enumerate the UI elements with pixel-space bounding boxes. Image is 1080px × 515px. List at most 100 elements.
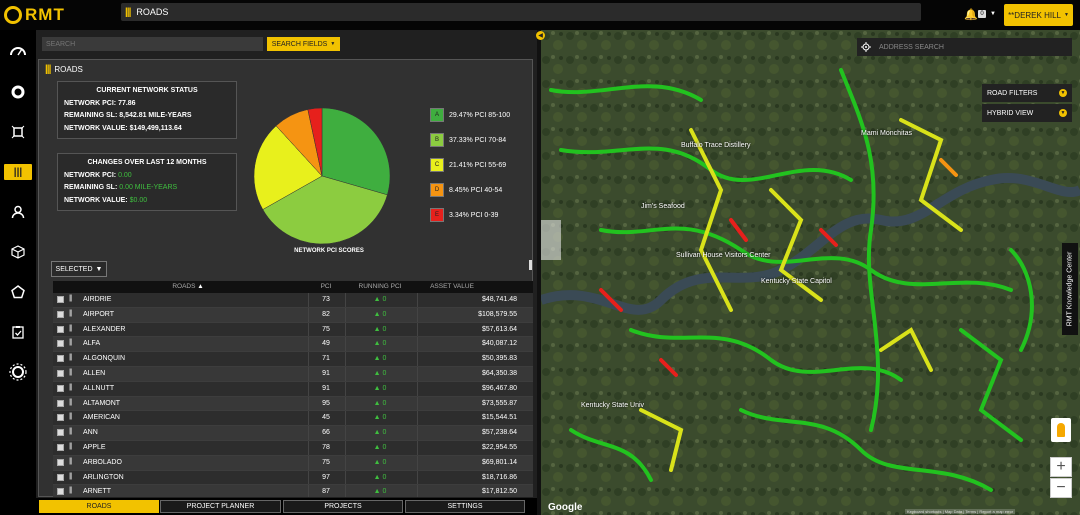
row-running-value: 0 <box>382 458 387 466</box>
dashboard-gauge-icon[interactable] <box>0 38 36 62</box>
knowledge-center-tab[interactable]: RMT Knowledge Center <box>1062 243 1078 335</box>
table-row[interactable]: ||| ARNETT 87 ▲ 0 $17,812.50 <box>53 485 533 497</box>
table-row[interactable]: ||| AMERICAN 45 ▲ 0 $15,544.51 <box>53 411 533 427</box>
row-checkbox[interactable] <box>57 310 64 318</box>
table-row[interactable]: ||| ALFA 49 ▲ 0 $40,087.12 <box>53 337 533 353</box>
row-asset-value: $69,801.14 <box>481 458 517 466</box>
row-checkbox[interactable] <box>57 429 64 437</box>
app-logo[interactable]: RMT <box>4 4 65 26</box>
roads-bars-nav-icon[interactable]: ||| <box>4 164 32 180</box>
table-row[interactable]: ||| ALLEN 91 ▲ 0 $64,350.38 <box>53 366 533 382</box>
row-checkbox[interactable] <box>57 414 64 422</box>
cube-icon[interactable] <box>0 240 36 264</box>
row-checkbox[interactable] <box>57 399 64 407</box>
legend-label: 8.45% PCI 40-54 <box>449 186 503 194</box>
row-checkbox[interactable] <box>57 340 64 348</box>
table-row[interactable]: ||| ANN 66 ▲ 0 $57,238.64 <box>53 426 533 441</box>
legend-entry[interactable]: E 3.34% PCI 0-39 <box>430 203 510 227</box>
trend-up-icon: ▲ <box>373 429 381 437</box>
gear-settings-icon[interactable] <box>0 360 36 384</box>
search-fields-button[interactable]: SEARCH FIELDS ▼ <box>267 37 340 51</box>
legend-swatch: D <box>430 183 444 197</box>
table-row[interactable]: ||| ALGONQUIN 71 ▲ 0 $50,395.83 <box>53 352 533 367</box>
table-row[interactable]: ||| ALTAMONT 95 ▲ 0 $73,555.87 <box>53 396 533 412</box>
row-checkbox[interactable] <box>57 355 64 363</box>
row-bars-icon: ||| <box>69 295 73 302</box>
row-running-pci: ▲ 0 <box>345 400 415 407</box>
address-search[interactable]: ADDRESS SEARCH <box>857 38 1072 56</box>
table-row[interactable]: ||| AIRPORT 82 ▲ 0 $108,579.55 <box>53 307 533 323</box>
user-icon[interactable] <box>0 200 36 224</box>
pentagon-icon[interactable] <box>0 280 36 304</box>
header-roads-label: ROADS <box>172 283 196 290</box>
row-asset-value: $64,350.38 <box>481 369 517 377</box>
tab-projects[interactable]: PROJECTS <box>283 500 403 513</box>
table-row[interactable]: ||| ARLINGTON 97 ▲ 0 $18,716.86 <box>53 470 533 486</box>
panel-header: ||| ROADS <box>39 60 532 78</box>
row-bars-icon: ||| <box>69 368 73 376</box>
map-attribution[interactable]: Keyboard shortcuts | Map Data | Terms | … <box>905 509 1016 514</box>
header-asset-value[interactable]: ASSET VALUE <box>430 283 474 290</box>
table-row[interactable]: ||| ARBOLADO 75 ▲ 0 $69,801.14 <box>53 455 533 471</box>
legend-swatch: B <box>430 133 444 147</box>
table-row[interactable]: ||| ALLNUTT 91 ▲ 0 $96,467.80 <box>53 381 533 397</box>
row-road-name: ALEXANDER <box>83 325 126 333</box>
legend-entry[interactable]: A 29.47% PCI 85-100 <box>430 103 510 127</box>
tab-roads[interactable]: ROADS <box>39 500 159 513</box>
row-checkbox[interactable] <box>57 296 64 303</box>
notification-chevron-down-icon[interactable]: ▼ <box>990 11 996 17</box>
current-value-label: NETWORK VALUE: <box>64 124 128 132</box>
trend-up-icon: ▲ <box>373 414 381 422</box>
zoom-in-button[interactable]: + <box>1050 457 1072 477</box>
row-pci: 87 <box>322 488 330 496</box>
col-divider <box>417 366 418 381</box>
row-checkbox[interactable] <box>57 473 64 481</box>
row-bars-icon: ||| <box>69 354 73 362</box>
row-bars-icon: ||| <box>69 339 73 347</box>
row-checkbox[interactable] <box>57 369 64 377</box>
frame-icon[interactable] <box>0 120 36 144</box>
header-roads[interactable]: ROADS ▲ <box>133 283 243 290</box>
legend-entry[interactable]: D 8.45% PCI 40-54 <box>430 178 510 202</box>
legend-entry[interactable]: B 37.33% PCI 70-84 <box>430 128 510 152</box>
table-row[interactable]: ||| AIRDRIE 73 ▲ 0 $48,741.48 <box>53 293 533 308</box>
pie-slice-e[interactable] <box>307 107 323 177</box>
row-checkbox[interactable] <box>57 325 64 333</box>
logo-ring-icon <box>4 6 22 24</box>
row-checkbox[interactable] <box>57 384 64 392</box>
tab-settings[interactable]: SETTINGS <box>405 500 525 513</box>
tab-project-planner[interactable]: PROJECT PLANNER <box>160 500 281 513</box>
row-running-value: 0 <box>382 443 387 451</box>
pie-slice-a[interactable] <box>321 107 391 196</box>
ring-icon[interactable] <box>0 80 36 104</box>
current-sl-value: 8,542.81 MILE-YEARS <box>119 112 192 119</box>
clipboard-check-icon[interactable] <box>0 320 36 344</box>
bell-icon[interactable]: 🔔 <box>964 9 978 21</box>
row-checkbox[interactable] <box>57 488 64 496</box>
row-asset-value: $57,613.64 <box>481 325 517 333</box>
panel-scrollbar[interactable] <box>529 260 532 270</box>
table-row[interactable]: ||| APPLE 78 ▲ 0 $22,954.55 <box>53 440 533 456</box>
collapse-panel-chevron-left-icon[interactable]: ◀ <box>536 31 545 40</box>
map-label-5: Kentucky State Capitol <box>761 278 832 285</box>
search-input[interactable] <box>42 37 263 51</box>
pie-slice-c[interactable] <box>253 125 323 210</box>
table-row[interactable]: ||| ALEXANDER 75 ▲ 0 $57,613.64 <box>53 322 533 338</box>
header-pci[interactable]: PCI <box>320 283 332 290</box>
zoom-out-button[interactable]: − <box>1050 478 1072 498</box>
road-filters-button[interactable]: ROAD FILTERS ▼ <box>982 84 1072 102</box>
locate-crosshair-icon[interactable] <box>861 42 871 52</box>
selected-filter-button[interactable]: SELECTED ▼ <box>51 261 107 277</box>
sidebar: ||| <box>0 30 36 515</box>
row-checkbox[interactable] <box>57 443 64 451</box>
pie-slice-b[interactable] <box>262 175 388 245</box>
user-menu-button[interactable]: **DEREK HILL ▼ <box>1004 4 1073 26</box>
row-running-pci: ▲ 0 <box>345 429 415 436</box>
legend-entry[interactable]: C 21.41% PCI 55-69 <box>430 153 510 177</box>
map-view[interactable]: Mami Monchitas Buffalo Trace Distillery … <box>541 30 1080 515</box>
street-view-pegman-icon[interactable] <box>1051 418 1071 442</box>
header-running-pci[interactable]: RUNNING PCI <box>358 283 402 290</box>
hybrid-view-button[interactable]: HYBRID VIEW ▼ <box>982 104 1072 122</box>
row-checkbox[interactable] <box>57 458 64 466</box>
col-divider <box>417 470 418 485</box>
